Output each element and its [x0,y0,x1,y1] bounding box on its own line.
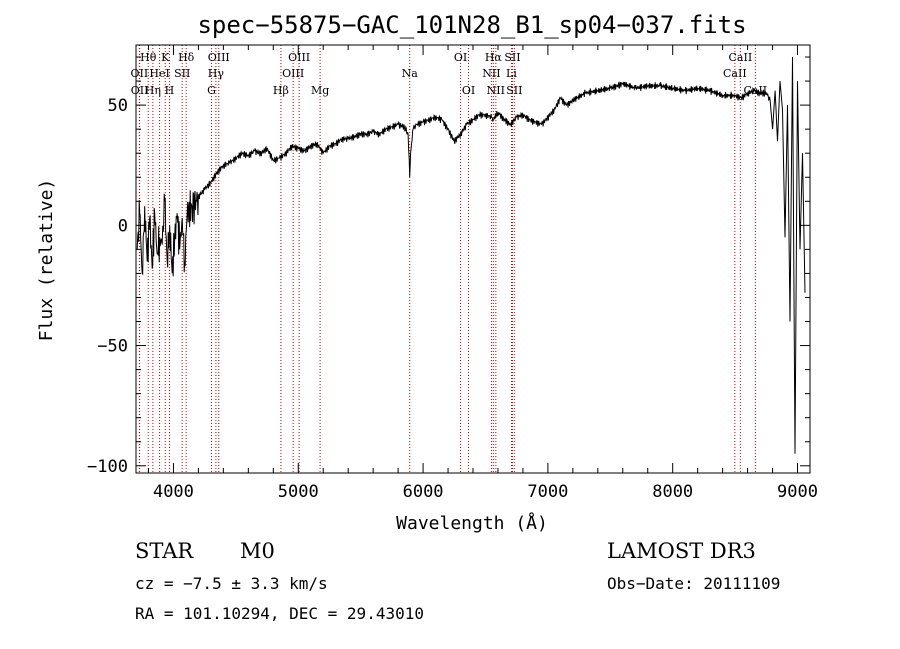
coordinates: RA = 101.10294, DEC = 29.43010 [135,604,424,623]
line-label-18: OI [462,84,475,97]
y-tick-label-2: 0 [118,216,128,236]
x-tick-label-2: 6000 [403,482,444,502]
x-tick-label-4: 8000 [652,482,693,502]
x-tick-label-5: 9000 [777,482,818,502]
x-axis-label: Wavelength (Å) [396,512,548,534]
line-label-25: CaII [729,51,753,64]
y-tick-label-3: 50 [108,96,128,116]
y-axis-label: Flux (relative) [36,179,57,342]
line-label-23: NII [487,84,505,97]
line-label-17: OI [454,51,467,64]
y-axis-ticks: −100 −50 0 50 [87,56,810,477]
chart-title: spec−55875−GAC_101N28_B1_sp04−037.fits [197,11,746,39]
observation-date: Obs−Date: 20111109 [607,574,781,593]
line-label-4: K [161,51,170,64]
x-tick-label-3: 7000 [527,482,568,502]
spectrum-series [136,56,806,454]
line-label-20: SII [504,51,520,64]
line-label-11: G [207,84,216,97]
object-class: STAR [135,539,194,563]
line-label-5: HeI [149,67,169,80]
y-tick-label-0: −100 [87,457,128,477]
line-label-24: SII [506,84,522,97]
x-axis-ticks: 4000 5000 6000 7000 8000 9000 [147,45,818,502]
line-label-9: OIII [208,51,230,64]
line-label-12: OIII [288,51,310,64]
line-label-10: Hγ [208,67,225,80]
line-label-22: Li [506,67,517,80]
redshift-velocity: cz = −7.5 ± 3.3 km/s [135,574,328,593]
line-label-6: H [165,84,175,97]
plot-frame [135,44,811,474]
x-tick-label-1: 5000 [278,482,319,502]
line-label-19: Hα [485,51,503,64]
line-label-2: OII [131,84,149,97]
x-tick-label-0: 4000 [153,482,194,502]
line-label-16: Na [402,67,419,80]
survey-name: LAMOST DR3 [607,539,756,563]
line-label-3: Hη [145,84,161,97]
line-label-7: Hδ [178,51,195,64]
line-label-1: OII [131,67,149,80]
line-label-26: CaII [723,67,747,80]
line-label-14: Hβ [273,84,289,97]
line-label-15: Mg [311,84,329,97]
y-tick-label-1: −50 [97,337,128,357]
object-subclass: M0 [240,539,275,563]
line-label-21: NII [482,67,500,80]
line-label-0: Hθ [140,51,157,64]
emission-line-markers [138,45,756,473]
line-label-8: SII [174,67,190,80]
line-label-13: OIII [282,67,304,80]
